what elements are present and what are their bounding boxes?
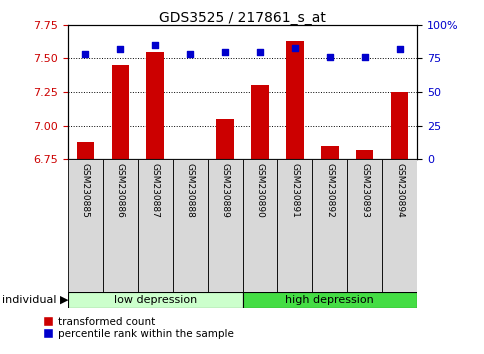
Bar [242, 292, 416, 308]
Point [256, 49, 263, 55]
Text: GSM230888: GSM230888 [185, 163, 194, 218]
Bar [137, 159, 172, 294]
Text: GSM230891: GSM230891 [290, 163, 299, 218]
Text: GSM230887: GSM230887 [151, 163, 159, 218]
Bar [216, 119, 233, 159]
Bar [68, 292, 242, 308]
Bar [286, 41, 303, 159]
Text: GSM230885: GSM230885 [81, 163, 90, 218]
Bar [347, 159, 381, 294]
Bar [207, 159, 242, 294]
Bar [312, 159, 347, 294]
Text: low depression: low depression [113, 295, 197, 305]
Bar [111, 65, 129, 159]
Text: high depression: high depression [285, 295, 373, 305]
Point [81, 52, 89, 57]
Bar [172, 159, 207, 294]
Text: GSM230889: GSM230889 [220, 163, 229, 218]
Bar [390, 92, 408, 159]
Bar [277, 159, 312, 294]
Legend: transformed count, percentile rank within the sample: transformed count, percentile rank withi… [44, 317, 233, 339]
Text: GSM230894: GSM230894 [394, 163, 403, 218]
Text: GSM230892: GSM230892 [325, 163, 333, 218]
Bar [103, 159, 137, 294]
Point [395, 46, 403, 52]
Bar [76, 142, 94, 159]
Bar [146, 52, 164, 159]
Point [360, 54, 368, 60]
Text: individual ▶: individual ▶ [2, 295, 69, 305]
Bar [381, 159, 416, 294]
Text: GSM230890: GSM230890 [255, 163, 264, 218]
Text: GSM230886: GSM230886 [116, 163, 124, 218]
Point [290, 45, 298, 51]
Text: GSM230893: GSM230893 [360, 163, 368, 218]
Point [325, 54, 333, 60]
Bar [251, 85, 268, 159]
Bar [242, 159, 277, 294]
Bar [68, 159, 103, 294]
Text: GDS3525 / 217861_s_at: GDS3525 / 217861_s_at [159, 11, 325, 25]
Point [116, 46, 124, 52]
Point [221, 49, 228, 55]
Bar [355, 150, 373, 159]
Point [151, 42, 159, 48]
Point [186, 52, 194, 57]
Bar [320, 146, 338, 159]
